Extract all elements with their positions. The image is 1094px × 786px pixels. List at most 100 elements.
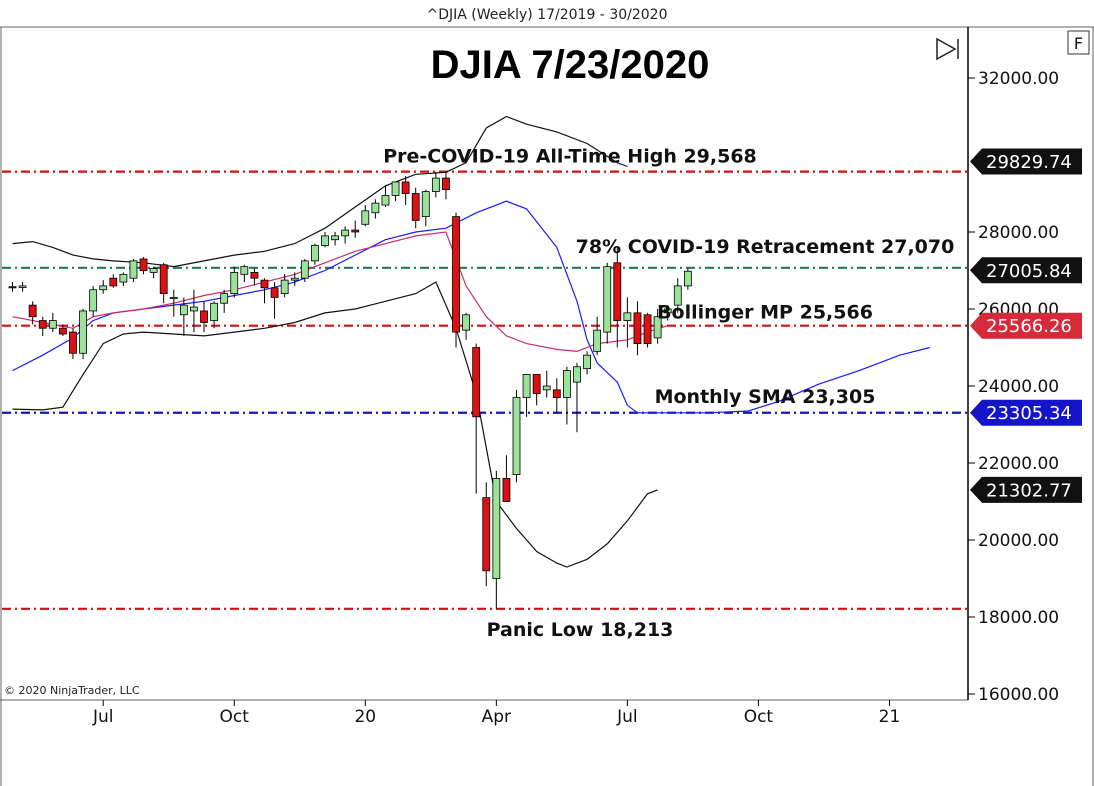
candle [563, 366, 571, 425]
candle [260, 278, 269, 304]
y-axis: 32000.0028000.0026000.0024000.0022000.00… [968, 69, 1059, 705]
candle-body [230, 272, 239, 294]
price-badge: 25566.26 [970, 312, 1082, 339]
x-tick-label: Apr [482, 707, 511, 727]
candle [492, 470, 501, 609]
candle [633, 301, 642, 356]
candle-body [381, 195, 390, 206]
candle-body [341, 229, 350, 237]
candle [452, 212, 460, 348]
candle-body [442, 177, 450, 191]
price-badge-label: 23305.34 [986, 403, 1072, 424]
candle-body [532, 374, 541, 395]
candle [603, 262, 612, 344]
candle [552, 378, 561, 413]
candle [472, 343, 481, 494]
candle-body [683, 270, 692, 287]
candle-body [169, 297, 178, 300]
candle-body [653, 316, 662, 339]
candle-body [502, 477, 511, 502]
candle-body [280, 279, 289, 295]
candle [290, 272, 299, 286]
chart-header: ^DJIA (Weekly) 17/2019 - 30/2020 [427, 7, 668, 23]
y-tick-label: 16000.00 [978, 685, 1059, 705]
x-tick-label: Oct [744, 707, 774, 727]
candle [270, 282, 279, 319]
candle [502, 455, 511, 502]
candle [220, 289, 229, 313]
candle-body [99, 285, 108, 291]
candle-body [361, 210, 370, 225]
candle-body [482, 497, 491, 572]
candle-body [69, 331, 77, 354]
candle [442, 171, 450, 200]
candle [38, 316, 47, 336]
candle [653, 309, 662, 344]
indicator-line [12, 281, 658, 568]
price-badge: 21302.77 [970, 476, 1082, 503]
candle-body [593, 329, 602, 352]
candle-body [18, 285, 27, 288]
candle [18, 282, 27, 292]
candle-body [421, 191, 430, 217]
candle [341, 226, 350, 244]
candle-body [623, 312, 632, 321]
price-badge: 27005.84 [970, 257, 1082, 284]
candle [593, 316, 602, 356]
x-tick-label: Oct [220, 707, 250, 727]
candle [401, 176, 410, 206]
candle [522, 374, 531, 417]
price-badge-label: 25566.26 [986, 316, 1072, 337]
candle-body [673, 285, 682, 306]
candle [300, 258, 309, 283]
level-annotation: Monthly SMA 23,305 [655, 386, 876, 408]
price-badge-bg [970, 399, 1082, 426]
candle-body [603, 266, 612, 333]
candle [250, 268, 259, 286]
candle-body [290, 277, 299, 281]
candle-body [401, 181, 410, 194]
candle [391, 181, 400, 202]
y-tick-label: 22000.00 [978, 454, 1059, 474]
candle-body [351, 229, 360, 233]
candle-body [119, 273, 128, 283]
level-annotation: Pre-COVID-19 All-Time High 29,568 [383, 146, 757, 168]
candle-body [270, 287, 279, 298]
price-badge-label: 27005.84 [986, 261, 1072, 282]
price-badge-label: 21302.77 [986, 480, 1072, 501]
candle-body [210, 302, 219, 321]
f-button-label: F [1074, 34, 1083, 53]
candle [381, 185, 390, 207]
candle [200, 301, 208, 333]
candle [109, 274, 118, 288]
candle-body [109, 277, 118, 287]
candle [230, 266, 239, 298]
price-badge: 29829.74 [970, 148, 1082, 175]
candle-body [573, 366, 581, 383]
candle-body [472, 347, 481, 418]
candle-body [159, 264, 168, 295]
candle [280, 274, 289, 298]
candle [179, 297, 188, 336]
candle-body [452, 216, 460, 333]
candle-body [613, 262, 622, 321]
indicator-lines [12, 115, 930, 568]
copyright-text: © 2020 NinjaTrader, LLC [4, 684, 140, 697]
candle-body [48, 320, 57, 329]
candle [321, 232, 329, 248]
f-button[interactable]: F [1067, 30, 1090, 55]
x-tick-label: 20 [354, 707, 376, 727]
play-to-end-icon[interactable] [936, 37, 959, 61]
candle [512, 389, 521, 483]
candle-body [89, 289, 98, 312]
candle [159, 262, 168, 304]
candle-body [250, 272, 259, 279]
candle [351, 220, 360, 238]
candle [331, 232, 339, 246]
candle-body [79, 310, 87, 354]
candle-body [8, 286, 17, 289]
level-annotation: Panic Low 18,213 [487, 619, 674, 641]
candle [149, 266, 158, 279]
candle [28, 301, 37, 325]
candle [240, 264, 249, 283]
